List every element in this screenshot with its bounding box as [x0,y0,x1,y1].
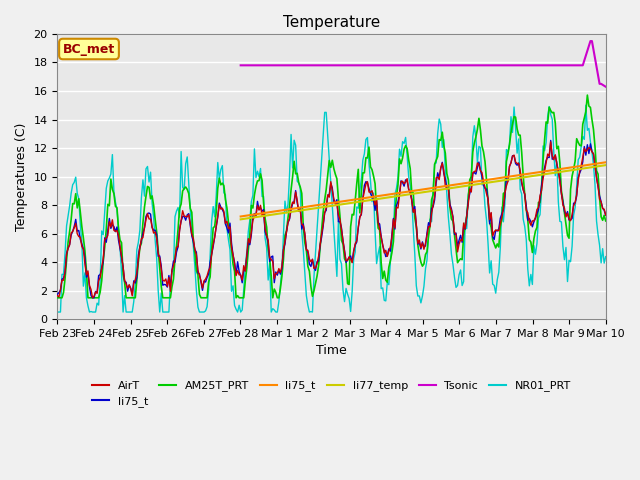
Legend: AirT, li75_t, AM25T_PRT, li75_t, li77_temp, Tsonic, NR01_PRT: AirT, li75_t, AM25T_PRT, li75_t, li77_te… [88,376,575,411]
Text: BC_met: BC_met [63,43,115,56]
X-axis label: Time: Time [316,345,347,358]
Title: Temperature: Temperature [283,15,380,30]
Y-axis label: Temperatures (C): Temperatures (C) [15,122,28,231]
